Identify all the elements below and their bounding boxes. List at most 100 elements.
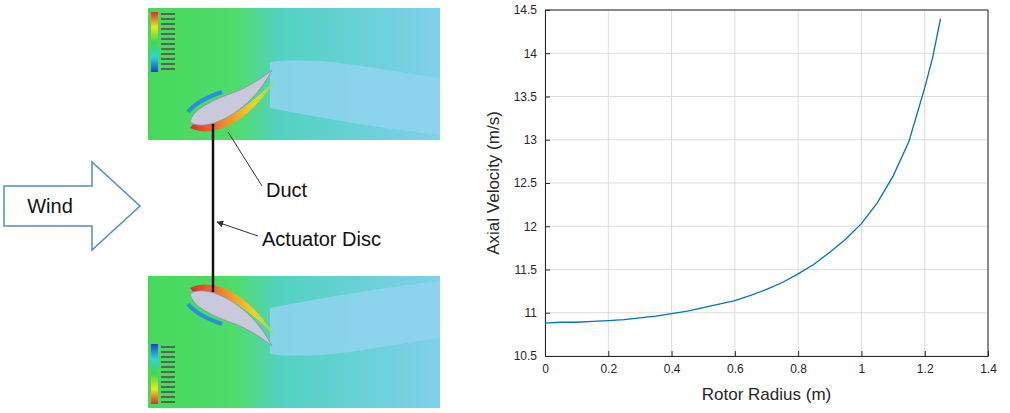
low-pressure xyxy=(188,92,222,112)
grid-line-y xyxy=(545,183,988,184)
color-bar-label xyxy=(161,356,175,358)
diagram: WindDuctActuator Disc xyxy=(4,8,440,408)
tick: 1.2 xyxy=(917,351,934,376)
color-bar-label xyxy=(161,63,175,65)
tick: 14 xyxy=(524,47,550,61)
plot-area xyxy=(545,10,988,356)
tick-label: 0.2 xyxy=(600,362,617,376)
color-bar-label xyxy=(161,386,175,388)
tick: 12.5 xyxy=(514,176,550,190)
tick-label: 13.5 xyxy=(514,90,538,104)
flow-field xyxy=(148,276,440,408)
tick-label: 0.6 xyxy=(727,362,744,376)
tick-mark xyxy=(608,351,609,356)
grid-line-y xyxy=(545,139,988,140)
tick-mark xyxy=(545,140,550,141)
wake xyxy=(270,60,440,135)
tick: 1 xyxy=(859,351,866,376)
tick-label: 14.5 xyxy=(514,3,538,17)
tick-mark xyxy=(545,356,550,357)
color-bar xyxy=(151,344,158,404)
chart: 00.20.40.60.811.21.410.51111.51212.51313… xyxy=(484,3,997,404)
color-bar-label xyxy=(161,58,175,60)
tick: 0.2 xyxy=(600,351,617,376)
grid-line-y xyxy=(545,312,988,313)
color-bar-label xyxy=(161,48,175,50)
tick: 0.8 xyxy=(790,351,807,376)
tick: 14.5 xyxy=(514,3,550,17)
tick-mark xyxy=(925,351,926,356)
cfd-panel xyxy=(148,276,440,408)
tick: 13.5 xyxy=(514,90,550,104)
tick: 0.4 xyxy=(664,351,681,376)
top-panel xyxy=(148,8,440,140)
cfd-panel xyxy=(148,8,440,140)
color-bar-label xyxy=(161,28,175,30)
color-bar-label xyxy=(161,13,175,15)
color-bar-label xyxy=(161,18,175,20)
color-bar-label xyxy=(161,376,175,378)
color-bar-label xyxy=(161,23,175,25)
tick-mark xyxy=(545,313,550,314)
low-pressure xyxy=(188,304,222,324)
grid-line-y xyxy=(545,10,988,11)
tick-label: 14 xyxy=(524,47,538,61)
disc-label: Actuator Disc xyxy=(262,228,381,250)
color-bar-label xyxy=(161,401,175,403)
tick-label: 13 xyxy=(524,133,538,147)
tick: 1.4 xyxy=(980,351,997,376)
wind-label: Wind xyxy=(27,195,73,217)
tick-mark xyxy=(545,226,550,227)
bottom-panel xyxy=(148,276,440,408)
figure: WindDuctActuator Disc 0 0.2 0.4 0.6 0.8 1 1.2 1.… xyxy=(0,0,1010,413)
frame-right xyxy=(988,10,989,356)
color-bar-label xyxy=(161,391,175,393)
grid-line-y xyxy=(545,226,988,227)
tick-mark xyxy=(861,351,862,356)
actuator-disc xyxy=(212,124,215,292)
tick-label: 12 xyxy=(524,220,538,234)
tick-mark xyxy=(672,351,673,356)
tick-mark xyxy=(798,351,799,356)
wake xyxy=(270,281,440,356)
color-bar-label xyxy=(161,346,175,348)
grid-line-y xyxy=(545,269,988,270)
tick-label: 0.4 xyxy=(664,362,681,376)
color-bar-label xyxy=(161,381,175,383)
tick-label: 1.2 xyxy=(917,362,934,376)
color-bar-label xyxy=(161,371,175,373)
tick-label: 10.5 xyxy=(514,349,538,363)
tick: 11.5 xyxy=(515,263,550,277)
grid xyxy=(545,10,988,356)
tick-label: 1 xyxy=(859,362,866,376)
tick: 12 xyxy=(524,220,550,234)
duct-shape xyxy=(190,291,272,346)
tick-label: 11.5 xyxy=(515,263,538,277)
duct-shape xyxy=(190,70,272,125)
tick-mark xyxy=(545,183,550,184)
tick-mark xyxy=(545,97,550,98)
grid-line-y xyxy=(545,53,988,54)
y-axis: 10.51111.51212.51313.51414.5 xyxy=(514,3,550,363)
y-axis-title: Axial Velocity (m/s) xyxy=(484,111,503,255)
duct-leader xyxy=(228,132,262,186)
frame-top xyxy=(545,10,988,11)
color-bar-label xyxy=(161,43,175,45)
color-bar-label xyxy=(161,68,175,70)
tick-mark xyxy=(735,351,736,356)
tick-label: 0 xyxy=(542,362,549,376)
axis-line xyxy=(546,356,989,357)
x-axis: 0 0.2 0.4 0.6 0.8 1 1.2 1.4 xyxy=(542,351,997,376)
x-axis-title: Rotor Radius (m) xyxy=(702,385,831,404)
tick-label: 0.8 xyxy=(790,362,807,376)
color-bar-label xyxy=(161,351,175,353)
tick-label: 12.5 xyxy=(514,176,538,190)
tick: 10.5 xyxy=(514,349,550,363)
wind-arrow xyxy=(4,162,140,250)
color-bar xyxy=(151,12,158,72)
marks xyxy=(545,19,941,323)
color-bar-label xyxy=(161,396,175,398)
color-bar-label xyxy=(161,361,175,363)
tick: 13 xyxy=(524,133,550,147)
tick: 0.6 xyxy=(727,351,744,376)
